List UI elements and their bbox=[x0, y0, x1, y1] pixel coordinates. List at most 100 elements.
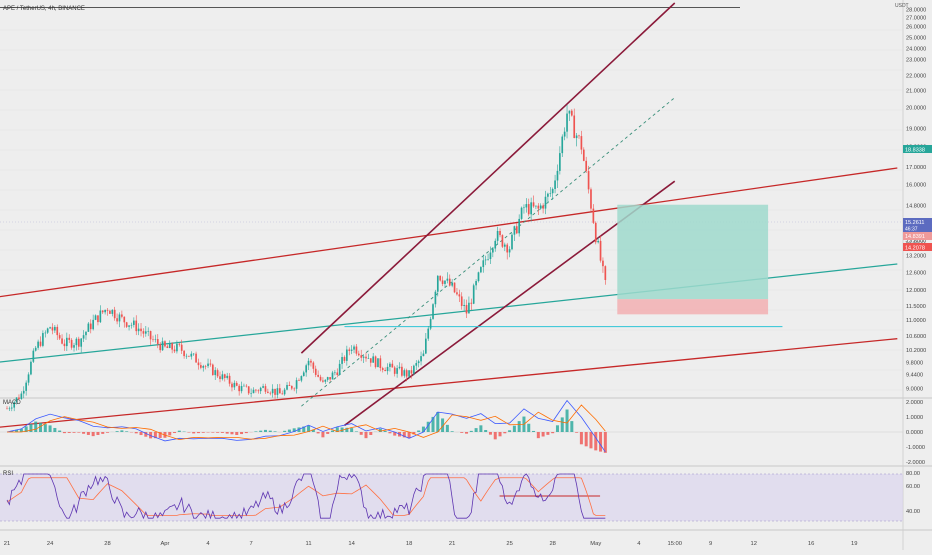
time-tick-label: 21 bbox=[449, 541, 455, 547]
macd-histogram-bar bbox=[116, 431, 119, 432]
candle-body bbox=[28, 374, 30, 382]
macd-tick-label: -2.0000 bbox=[906, 460, 925, 466]
candle-body bbox=[32, 351, 34, 362]
price-tick-label: 12.0000 bbox=[906, 288, 926, 294]
macd-histogram-bar bbox=[53, 428, 56, 432]
candle-body bbox=[207, 364, 209, 367]
candle-body bbox=[487, 259, 489, 260]
candle-body bbox=[59, 335, 61, 338]
candle-body bbox=[494, 241, 496, 249]
candle-body bbox=[6, 409, 8, 410]
macd-histogram-bar bbox=[34, 422, 37, 432]
time-tick-label: 18 bbox=[406, 541, 412, 547]
candle-body bbox=[90, 324, 92, 330]
macd-histogram-bar bbox=[254, 431, 257, 432]
candle-body bbox=[581, 136, 583, 149]
candle-body bbox=[123, 317, 125, 323]
macd-histogram-bar bbox=[465, 432, 468, 434]
candle-body bbox=[351, 350, 353, 351]
candle-body bbox=[49, 327, 51, 328]
candle-body bbox=[95, 315, 97, 319]
price-tick-label: 24.0000 bbox=[906, 47, 926, 53]
macd-histogram-bar bbox=[226, 432, 229, 434]
candle-body bbox=[514, 226, 516, 234]
candle-body bbox=[585, 161, 587, 171]
candle-body bbox=[554, 180, 556, 189]
macd-histogram-bar bbox=[508, 430, 511, 432]
candle-body bbox=[193, 354, 195, 355]
candle-body bbox=[279, 388, 281, 393]
macd-histogram-bar bbox=[82, 432, 85, 434]
candle-body bbox=[432, 304, 434, 319]
candle-body bbox=[183, 351, 185, 356]
candle-body bbox=[540, 205, 542, 208]
candle-body bbox=[284, 390, 286, 395]
profit-zone[interactable] bbox=[617, 205, 768, 299]
macd-histogram-bar bbox=[187, 432, 190, 433]
macd-histogram-bar bbox=[408, 432, 411, 438]
rsi-tick-label: 80.00 bbox=[906, 471, 920, 477]
macd-histogram-bar bbox=[585, 432, 588, 446]
candle-body bbox=[155, 339, 157, 340]
candle-body bbox=[119, 314, 121, 321]
candle-body bbox=[188, 356, 190, 357]
price-tick-label: 19.0000 bbox=[906, 127, 926, 133]
candle-body bbox=[171, 343, 173, 349]
candle-body bbox=[289, 385, 291, 386]
macd-histogram-bar bbox=[264, 430, 267, 432]
candle-body bbox=[313, 363, 315, 369]
candle-body bbox=[341, 357, 343, 364]
time-tick-label: May bbox=[590, 541, 601, 547]
candle-body bbox=[454, 283, 456, 293]
rsi-tick-label: 60.00 bbox=[906, 484, 920, 490]
candle-body bbox=[320, 377, 322, 381]
candle-body bbox=[415, 363, 417, 366]
candle-body bbox=[23, 391, 25, 394]
macd-histogram-bar bbox=[594, 432, 597, 450]
candle-body bbox=[413, 366, 415, 374]
macd-histogram-bar bbox=[503, 432, 506, 433]
candle-body bbox=[236, 383, 238, 386]
candle-body bbox=[380, 358, 382, 368]
candle-body bbox=[162, 341, 164, 350]
macd-histogram-bar bbox=[417, 431, 420, 433]
candle-body bbox=[600, 241, 602, 261]
candle-body bbox=[509, 249, 511, 252]
candle-body bbox=[310, 361, 312, 363]
candle-body bbox=[18, 397, 20, 399]
candle-body bbox=[334, 372, 336, 373]
candle-body bbox=[478, 272, 480, 281]
candle-body bbox=[451, 283, 453, 286]
stop-zone[interactable] bbox=[617, 299, 768, 314]
macd-histogram-bar bbox=[202, 432, 205, 433]
long-position-tool[interactable] bbox=[617, 205, 768, 315]
macd-histogram-bar bbox=[211, 432, 214, 433]
candle-body bbox=[248, 386, 250, 393]
candle-body bbox=[88, 324, 90, 332]
macd-histogram-bar bbox=[96, 432, 99, 435]
candle-body bbox=[339, 364, 341, 375]
macd-histogram-bar bbox=[63, 432, 66, 433]
macd-histogram-bar bbox=[589, 432, 592, 448]
macd-histogram-bar bbox=[489, 432, 492, 435]
macd-histogram-bar bbox=[436, 412, 439, 432]
macd-histogram-bar bbox=[460, 432, 463, 433]
candle-body bbox=[138, 329, 140, 331]
candle-body bbox=[442, 280, 444, 284]
candle-body bbox=[571, 111, 573, 116]
price-tick-label: 10.6000 bbox=[906, 334, 926, 340]
candle-body bbox=[202, 366, 204, 368]
candle-body bbox=[327, 377, 329, 380]
candle-body bbox=[377, 358, 379, 367]
price-tick-label: 9.4400 bbox=[906, 373, 923, 379]
candle-body bbox=[526, 204, 528, 207]
candle-body bbox=[590, 189, 592, 208]
price-tick-label: 17.0000 bbox=[906, 165, 926, 171]
macd-histogram-bar bbox=[369, 432, 372, 435]
candle-body bbox=[602, 261, 604, 267]
time-tick-label: 16 bbox=[808, 541, 814, 547]
time-tick-label: 12 bbox=[750, 541, 756, 547]
macd-label: MACD bbox=[3, 400, 21, 406]
